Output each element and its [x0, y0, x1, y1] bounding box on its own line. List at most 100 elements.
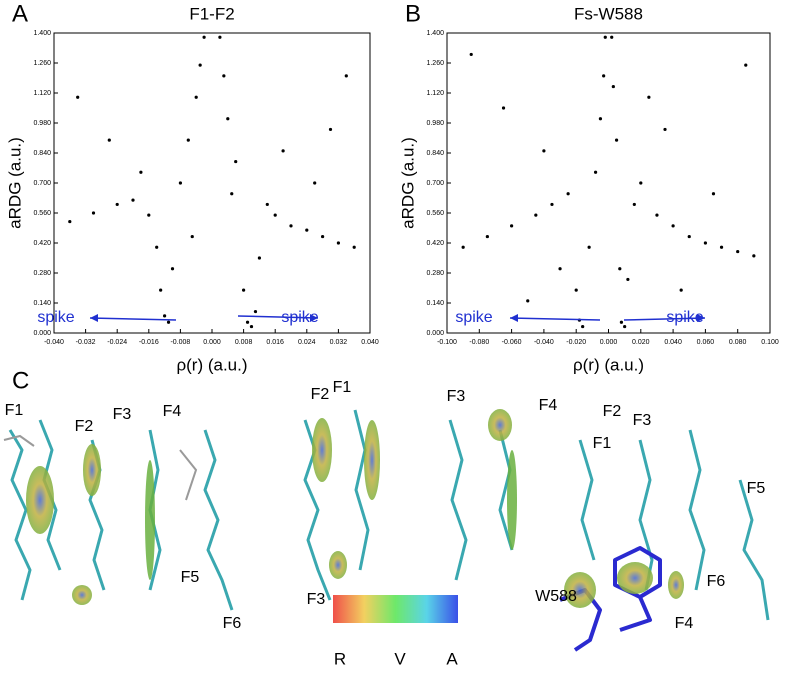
point	[147, 213, 151, 217]
molecule-label: F2	[311, 386, 330, 403]
x-tick-label: -0.032	[76, 339, 96, 346]
point	[234, 159, 238, 164]
molecule-label: F5	[747, 480, 766, 497]
colorbar	[333, 595, 458, 623]
annotation: spike	[281, 309, 318, 326]
point	[639, 181, 643, 185]
y-tick-label: 0.000	[33, 330, 51, 337]
x-tick-label: -0.040	[44, 339, 64, 346]
point	[703, 241, 708, 245]
chart-title: F1-F2	[189, 4, 234, 23]
spike-arrow	[237, 315, 319, 319]
molecule-label: F3	[307, 591, 326, 608]
y-tick-label: 1.400	[33, 30, 51, 37]
chart-title: Fs-W588	[574, 4, 643, 23]
point	[485, 234, 489, 239]
y-tick-label: 0.420	[426, 240, 444, 247]
point	[593, 170, 598, 174]
x-tick-label: -0.016	[139, 339, 159, 346]
point	[719, 245, 724, 249]
point	[602, 74, 606, 78]
colorbar-label: V	[394, 649, 406, 668]
molecule-label: F4	[163, 403, 182, 420]
point	[344, 74, 348, 78]
point	[305, 228, 309, 232]
y-tick-label: 0.700	[33, 180, 51, 187]
y-tick-label: 0.000	[426, 330, 444, 337]
point	[581, 324, 585, 329]
point	[603, 35, 607, 39]
point	[265, 202, 269, 207]
point	[632, 202, 636, 207]
point	[752, 254, 756, 258]
point	[222, 74, 226, 78]
y-tick-label: 0.840	[33, 150, 51, 157]
x-tick-label: -0.080	[469, 339, 489, 346]
x-tick-label: -0.040	[534, 339, 554, 346]
point	[655, 213, 659, 217]
point	[671, 224, 675, 228]
y-tick-label: 0.700	[426, 180, 444, 187]
x-tick-label: 0.020	[632, 339, 650, 346]
point	[178, 181, 182, 185]
molecule-label: F2	[75, 418, 94, 435]
point	[91, 211, 96, 215]
point	[711, 192, 716, 196]
point	[614, 138, 619, 142]
point	[230, 192, 234, 196]
colorbar-label: A	[446, 649, 458, 668]
x-tick-label: 0.016	[266, 339, 284, 346]
point	[574, 288, 578, 292]
point	[598, 117, 603, 121]
x-tick-label: 0.060	[697, 339, 715, 346]
spike-arrow	[89, 317, 177, 321]
point	[107, 138, 111, 142]
point	[190, 234, 194, 239]
x-tick-label: 0.000	[203, 339, 221, 346]
point	[501, 106, 506, 110]
point	[647, 95, 651, 99]
y-axis-label: aRDG (a.u.)	[398, 137, 417, 229]
annotation: spike	[666, 309, 703, 326]
y-tick-label: 0.420	[33, 240, 51, 247]
y-tick-label: 0.980	[426, 120, 444, 127]
x-axis-label: ρ(r) (a.u.)	[573, 355, 644, 374]
molecule-label: W588	[535, 588, 577, 605]
x-tick-label: 0.040	[664, 339, 682, 346]
point	[198, 63, 202, 67]
panel-label: B	[405, 0, 421, 27]
point	[115, 202, 119, 207]
point	[610, 35, 614, 39]
arrow-head	[90, 314, 98, 322]
colorbar-label: R	[334, 649, 346, 668]
point	[186, 138, 190, 142]
molecule-label: F2	[603, 403, 622, 420]
y-tick-label: 0.560	[33, 210, 51, 217]
arrow-head	[697, 314, 705, 322]
x-tick-label: 0.080	[729, 339, 747, 346]
y-tick-label: 1.120	[33, 90, 51, 97]
point	[166, 320, 171, 324]
molecule-label: F1	[5, 402, 24, 419]
molecule-label: F3	[447, 388, 466, 405]
point	[242, 288, 246, 292]
point	[131, 198, 135, 202]
y-tick-label: 1.120	[426, 90, 444, 97]
point	[736, 249, 740, 254]
point	[587, 245, 591, 249]
x-tick-label: -0.060	[502, 339, 522, 346]
molecule-label: F1	[593, 435, 612, 452]
y-tick-label: 0.840	[426, 150, 444, 157]
point	[626, 277, 630, 282]
x-tick-label: 0.040	[361, 339, 379, 346]
point	[155, 245, 159, 249]
y-tick-label: 0.560	[426, 210, 444, 217]
x-tick-label: 0.008	[235, 339, 253, 346]
x-axis-label: ρ(r) (a.u.)	[176, 355, 247, 374]
spike-arrow	[509, 317, 601, 321]
point	[623, 324, 627, 329]
point	[679, 288, 683, 292]
annotation: spike	[455, 309, 492, 326]
molecule-label: F1	[333, 379, 352, 396]
point	[328, 127, 333, 132]
